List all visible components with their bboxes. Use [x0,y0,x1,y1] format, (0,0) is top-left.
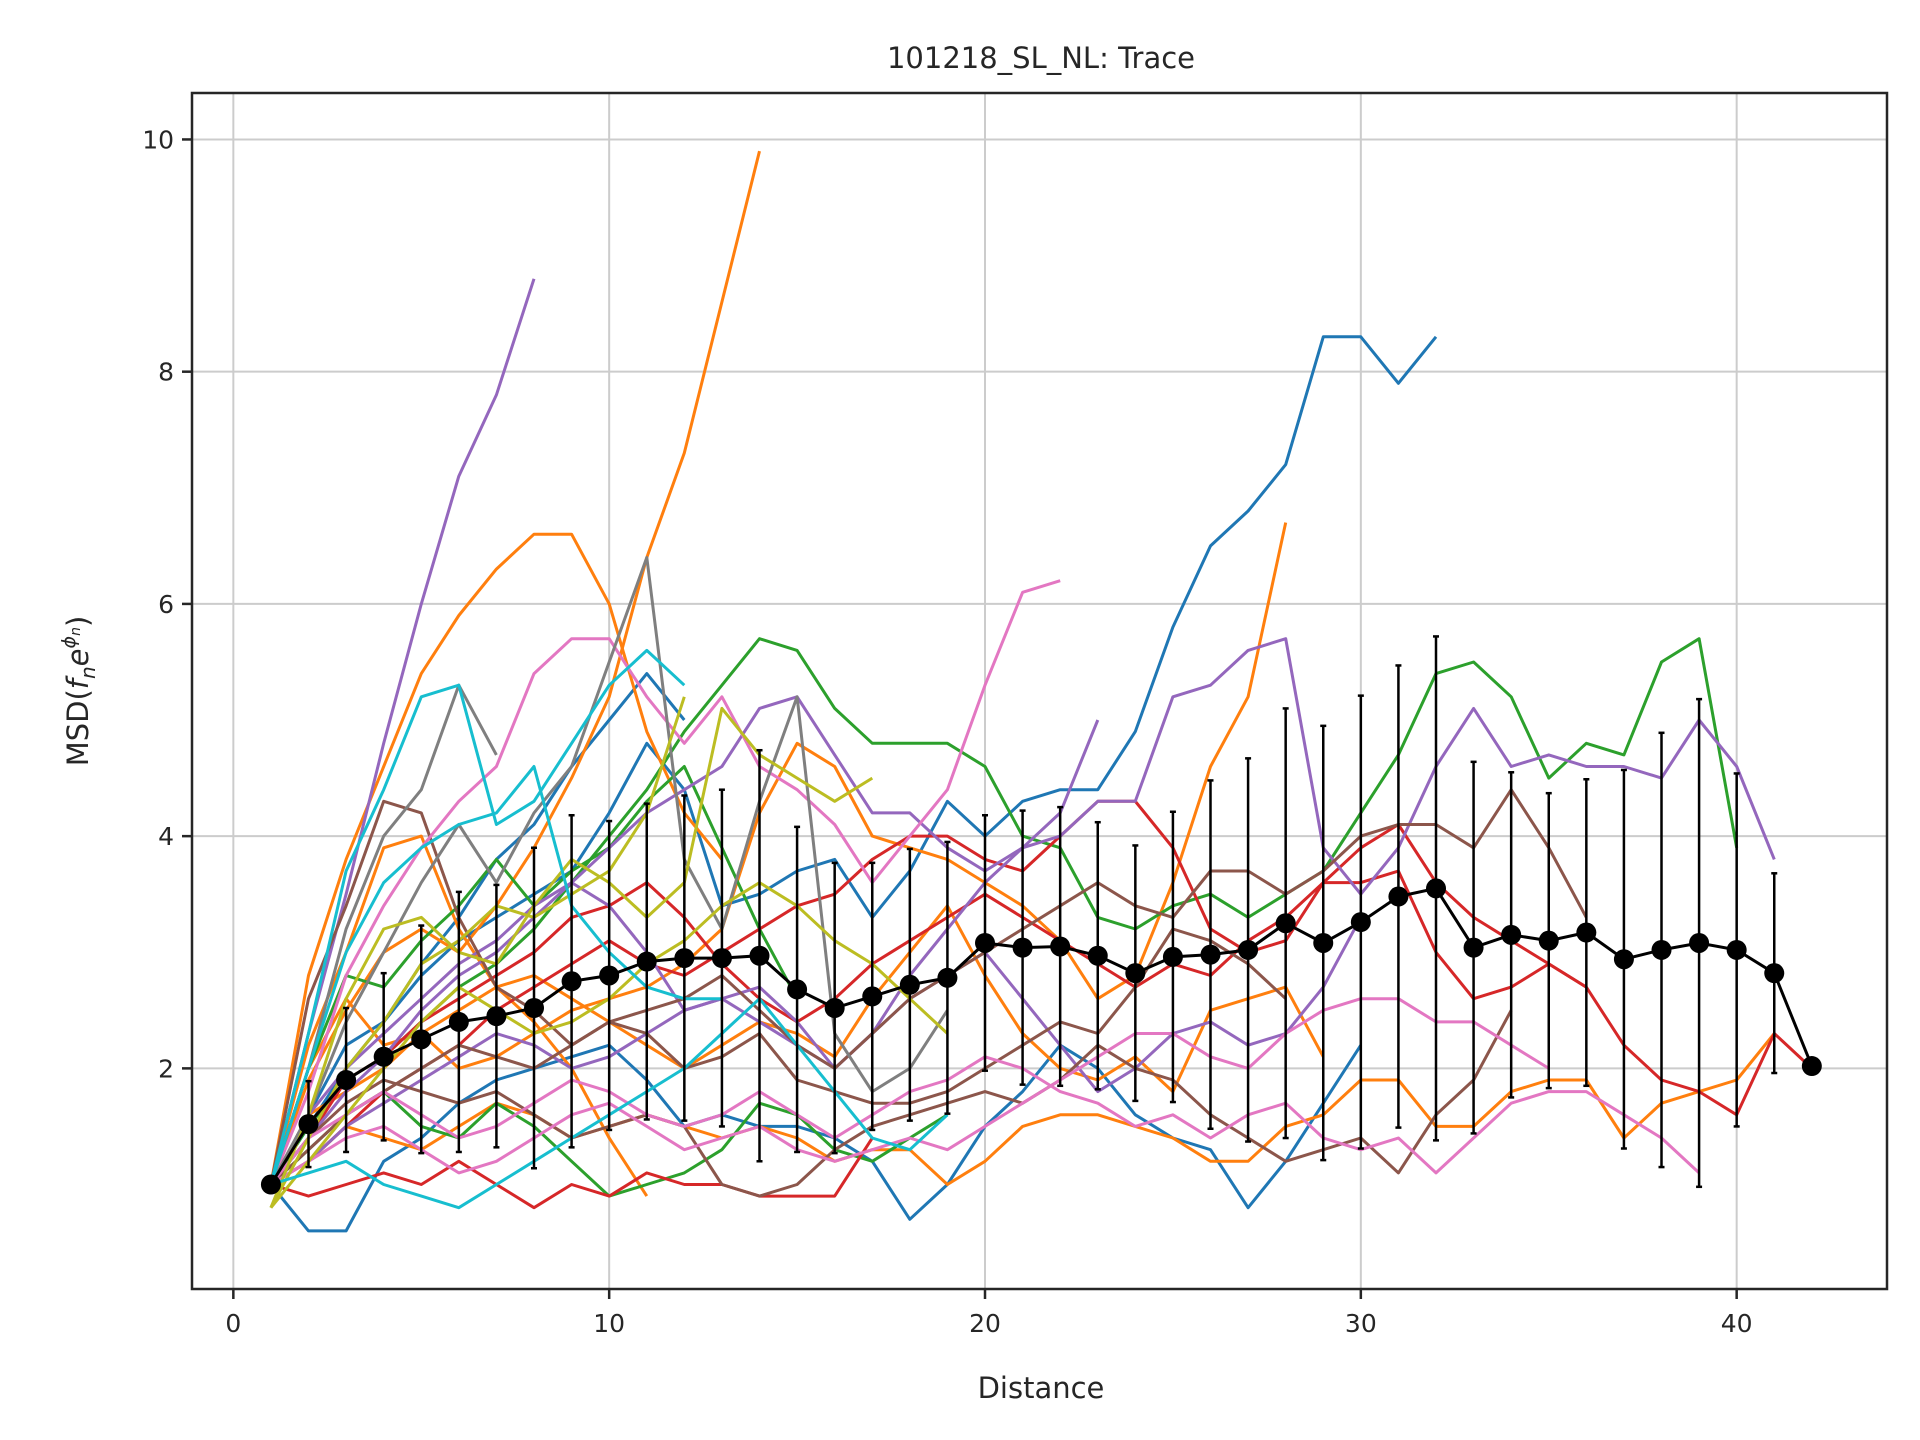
mean-point [824,997,845,1018]
mean-trace [260,635,1822,1195]
y-tick-label: 4 [158,822,174,851]
trace-line-14 [269,823,1588,1186]
mean-point [975,932,996,953]
mean-point [1463,937,1484,958]
mean-point [711,948,732,969]
mean-point [1538,930,1559,951]
trace-line-22 [269,799,1287,1185]
mean-point [1801,1056,1822,1077]
mean-point [1313,932,1334,953]
trace-line-4 [269,150,761,1186]
mean-point [1087,945,1108,966]
y-tick-label: 8 [158,358,174,387]
mean-point [1613,949,1634,970]
y-tick-label: 2 [158,1054,174,1083]
mean-point [1576,922,1597,943]
mean-point [1162,946,1183,967]
trace-line-31 [269,648,686,1185]
mean-point [1689,932,1710,953]
x-axis-label: Distance [978,1371,1105,1405]
mean-point [1764,963,1785,984]
x-tick-label: 30 [1345,1309,1377,1338]
mean-point [1125,963,1146,984]
mean-point [336,1069,357,1090]
mean-point [1426,878,1447,899]
mean-point [1651,939,1672,960]
mean-point [486,1006,507,1027]
mean-point [1350,912,1371,933]
chart-title: 101218_SL_NL: Trace [887,41,1195,75]
mean-point [561,971,582,992]
mean-point [1238,939,1259,960]
mean-point [749,945,770,966]
mean-point [1200,944,1221,965]
x-tick-label: 0 [225,1309,241,1338]
mean-point [411,1029,432,1050]
mean-point [1501,924,1522,945]
x-tick-label: 40 [1721,1309,1753,1338]
mean-point [636,951,657,972]
trace-line-5 [269,532,724,1185]
mean-point [298,1114,319,1135]
mean-point [1275,913,1296,934]
mean-point [448,1011,469,1032]
mean-point [524,997,545,1018]
trace-line-10 [269,637,1739,1186]
mean-point [937,967,958,988]
x-tick-label: 20 [969,1309,1001,1338]
mean-point [862,986,883,1007]
trace-line-21 [269,1009,1513,1198]
mean-point [373,1046,394,1067]
mean-point [260,1174,281,1195]
trace-line-20 [269,788,1588,1186]
mean-point [1388,886,1409,907]
axis-ticks: 0 10 20 30 40 2 4 6 8 10 [142,125,1752,1338]
mean-point [787,979,808,1000]
y-tick-label: 6 [158,590,174,619]
mean-point [1012,937,1033,958]
mean-point [599,965,620,986]
x-tick-label: 10 [593,1309,625,1338]
mean-point [899,974,920,995]
plot-frame [190,91,1889,1291]
mean-point [1726,939,1747,960]
mean-point [674,948,695,969]
mean-point [1050,936,1071,957]
y-tick-label: 10 [142,125,174,154]
trace-line-24 [270,997,1550,1186]
